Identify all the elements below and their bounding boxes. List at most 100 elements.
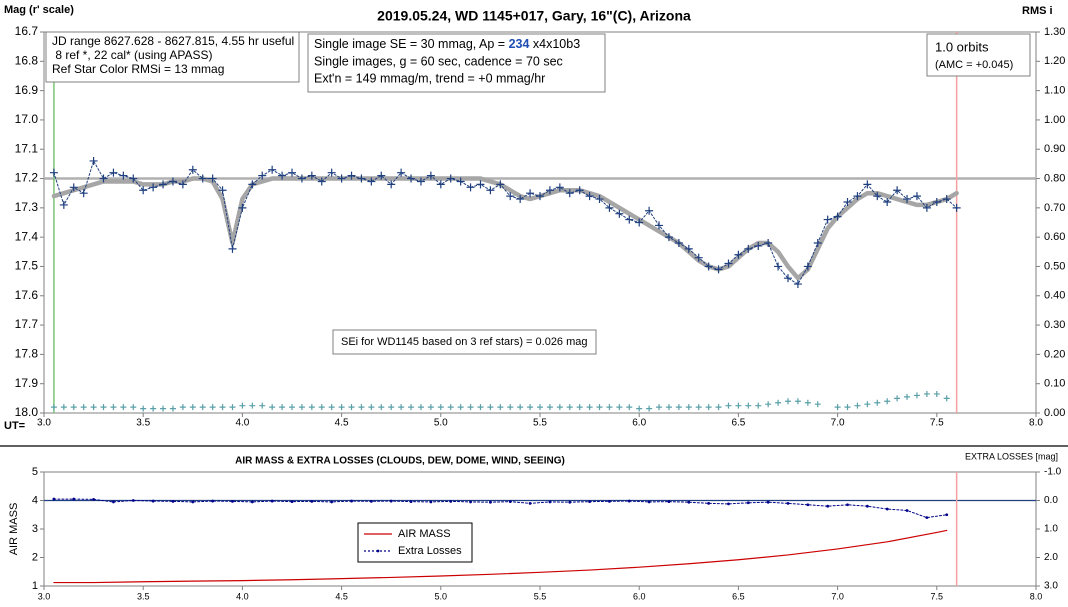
y-tick-label: 4 xyxy=(32,494,38,506)
data-point xyxy=(844,404,851,411)
data-point xyxy=(565,189,574,198)
y-tick-label: 17.1 xyxy=(15,141,39,155)
annotation-box xyxy=(45,31,300,83)
data-point xyxy=(734,250,743,259)
data-point xyxy=(555,183,564,192)
data-point xyxy=(884,398,891,405)
data-point xyxy=(119,171,128,180)
x-tick-label: 6.5 xyxy=(732,591,745,601)
data-point xyxy=(297,174,306,183)
data-point xyxy=(387,180,396,189)
y2-axis-label: EXTRA LOSSES [mag] xyxy=(965,451,1058,461)
y2-tick-label: 0.50 xyxy=(1044,260,1065,272)
data-point xyxy=(507,404,514,411)
data-point xyxy=(140,405,147,412)
x-tick-label: 5.0 xyxy=(435,591,448,601)
data-point xyxy=(80,404,87,411)
data-point xyxy=(932,197,941,206)
x-tick-label: 4.0 xyxy=(235,418,249,429)
y-tick-label: 17.4 xyxy=(15,229,39,243)
data-point xyxy=(885,507,889,511)
data-point xyxy=(566,404,573,411)
data-point xyxy=(864,401,871,408)
legend-box xyxy=(357,522,473,563)
data-point xyxy=(684,244,693,253)
data-point xyxy=(645,206,654,215)
data-point xyxy=(774,262,783,271)
data-point xyxy=(694,253,703,262)
x-tick-label: 7.5 xyxy=(931,591,944,601)
data-point xyxy=(536,192,544,201)
x-tick-label: 7.0 xyxy=(831,418,845,429)
data-point xyxy=(249,402,256,409)
data-point xyxy=(489,500,492,504)
data-point xyxy=(466,183,475,192)
data-point xyxy=(149,183,158,192)
y-tick-label: 17.7 xyxy=(15,317,39,331)
data-point xyxy=(209,404,216,411)
data-point xyxy=(208,174,217,183)
data-point xyxy=(865,504,869,508)
data-point xyxy=(231,499,234,503)
data-point xyxy=(903,195,912,204)
series-line xyxy=(53,498,948,519)
data-point xyxy=(687,500,691,504)
data-point xyxy=(110,404,117,411)
data-point xyxy=(826,504,830,508)
data-point xyxy=(239,402,246,409)
data-point xyxy=(766,500,770,504)
y2-tick-label: 0.20 xyxy=(1044,348,1065,360)
data-point xyxy=(528,501,532,505)
y-tick-label: 16.8 xyxy=(15,53,39,67)
y-tick-label: 18.0 xyxy=(15,405,39,419)
data-point xyxy=(268,165,277,174)
data-point xyxy=(745,402,752,409)
data-point xyxy=(724,259,733,268)
data-point xyxy=(793,280,802,289)
data-point xyxy=(945,513,949,517)
data-point xyxy=(337,174,346,183)
data-point xyxy=(416,177,425,186)
y2-tick-label: 0.40 xyxy=(1044,290,1065,302)
x-tick-label: 4.5 xyxy=(335,418,349,429)
data-point xyxy=(290,500,294,504)
annotation-text: Ext'n = 149 mmag/m, trend = +0 mmag/hr xyxy=(314,71,545,85)
x-tick-label: 8.0 xyxy=(1029,418,1043,429)
data-point xyxy=(912,192,921,201)
data-point xyxy=(803,262,812,271)
data-point xyxy=(636,405,643,412)
y-axis-label: AIR MASS xyxy=(8,503,20,556)
legend-swatch xyxy=(376,549,380,553)
data-point xyxy=(310,499,314,503)
x-tick-label: 6.0 xyxy=(632,418,646,429)
data-point xyxy=(874,399,881,406)
annotation-box xyxy=(307,33,606,93)
data-point xyxy=(725,402,732,409)
data-point xyxy=(298,404,305,411)
y-tick-label: 17.0 xyxy=(15,112,39,126)
data-point xyxy=(863,180,872,189)
data-point xyxy=(667,500,671,504)
x-tick-label: 7.5 xyxy=(930,418,944,429)
data-point xyxy=(664,233,673,242)
data-point xyxy=(806,503,810,507)
data-point xyxy=(228,244,237,253)
data-point xyxy=(270,499,274,503)
x-tick-label: 5.5 xyxy=(534,591,547,601)
chart-title: AIR MASS & EXTRA LOSSES (CLOUDS, DEW, DO… xyxy=(235,456,565,467)
data-point xyxy=(211,499,215,503)
data-point xyxy=(704,262,713,271)
data-point xyxy=(308,404,315,411)
data-point xyxy=(833,212,842,221)
data-point xyxy=(347,171,356,180)
data-point xyxy=(813,239,822,248)
data-point xyxy=(397,168,406,177)
y2-tick-label: -1.0 xyxy=(1044,467,1062,478)
data-point xyxy=(585,192,594,201)
data-point xyxy=(923,390,930,397)
data-point xyxy=(278,171,287,180)
data-point xyxy=(794,398,801,405)
x-tick-label: 5.5 xyxy=(533,418,547,429)
data-point xyxy=(627,499,631,503)
data-point xyxy=(369,499,373,503)
